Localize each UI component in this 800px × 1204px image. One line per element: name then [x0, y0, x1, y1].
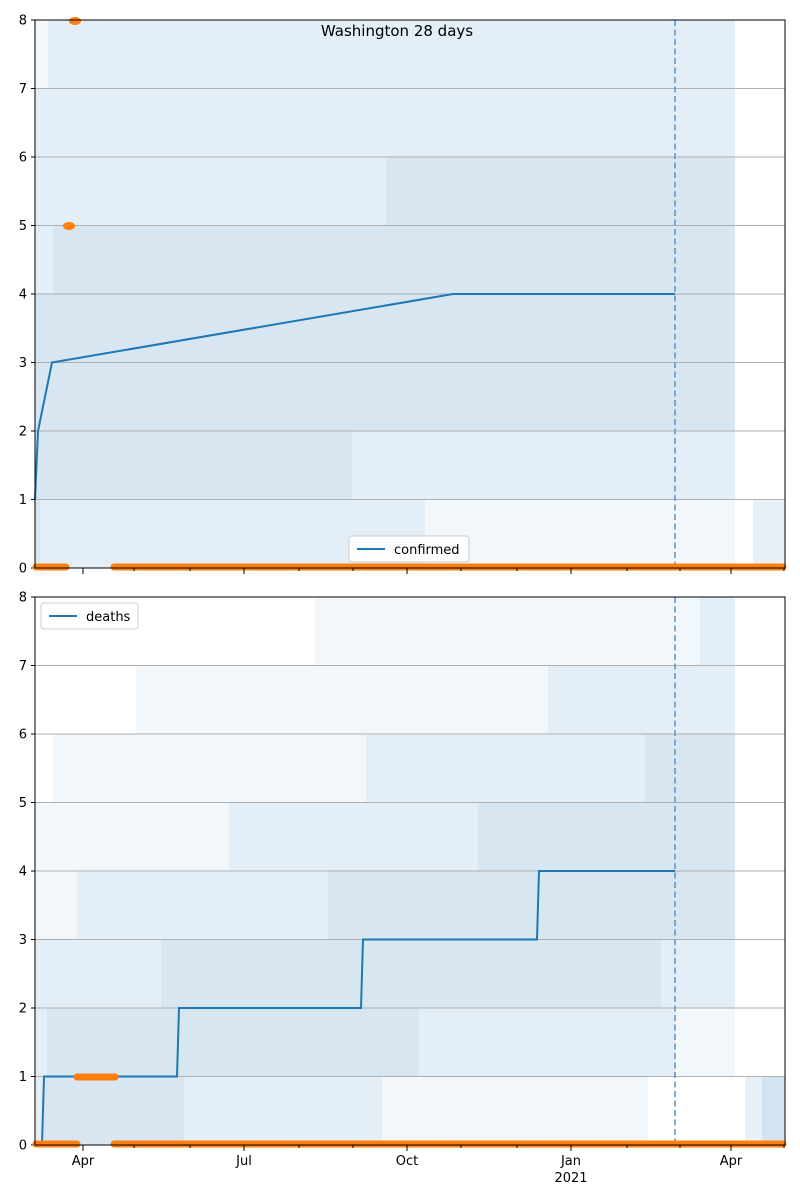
- x-tick-label: Oct: [396, 1154, 418, 1169]
- uncertainty-band: [35, 363, 735, 431]
- uncertainty-band: [35, 500, 40, 568]
- uncertainty-band: [184, 1077, 382, 1145]
- y-tick-label: 1: [19, 493, 27, 508]
- y-tick-label: 5: [19, 219, 27, 234]
- uncertainty-band: [370, 157, 386, 226]
- uncertainty-band: [229, 803, 478, 871]
- uncertainty-band: [77, 871, 328, 940]
- y-tick-label: 6: [19, 728, 27, 743]
- orange-marker: [63, 222, 75, 230]
- axes-frame: [34, 19, 786, 569]
- uncertainty-band: [645, 734, 735, 803]
- uncertainty-band: [75, 20, 735, 89]
- uncertainty-band: [35, 940, 161, 1008]
- uncertainty-band: [35, 1008, 47, 1077]
- uncertainty-band: [35, 89, 41, 157]
- uncertainty-band: [386, 157, 735, 226]
- x-tick-year-label: 2021: [554, 1171, 587, 1186]
- y-tick-label: 6: [19, 151, 27, 166]
- series-line-confirmed: [34, 293, 675, 500]
- x-tick-label: Jan: [560, 1154, 581, 1169]
- y-tick-label: 1: [19, 1070, 27, 1085]
- uncertainty-band: [35, 803, 229, 871]
- y-tick-label: 4: [19, 865, 27, 880]
- uncertainty-band: [419, 1008, 676, 1077]
- y-tick-label: 7: [19, 82, 27, 97]
- uncertainty-band: [53, 734, 366, 803]
- uncertainty-band: [352, 431, 735, 500]
- uncertainty-band: [35, 1077, 44, 1145]
- uncertainty-band: [35, 431, 40, 500]
- uncertainty-band: [328, 871, 735, 940]
- uncertainty-band: [161, 940, 392, 1008]
- uncertainty-band: [700, 597, 735, 666]
- y-tick-label: 8: [19, 591, 27, 606]
- uncertainty-band: [762, 1077, 785, 1145]
- legend: deaths: [40, 602, 139, 630]
- uncertainty-band: [48, 20, 75, 89]
- chart-panel-2: 0 1 2 3 4 5 6 7 8 Apr Jul Oct Jan Apr 2021 deaths: [19, 591, 787, 1186]
- uncertainty-band: [40, 157, 370, 226]
- x-tick-label: Apr: [720, 1154, 743, 1169]
- legend-label: deaths: [86, 610, 131, 625]
- chart-title: Washington 28 days: [321, 22, 473, 40]
- axes-frame: [34, 596, 786, 1146]
- uncertainty-band: [315, 597, 700, 666]
- uncertainty-band: [35, 871, 77, 940]
- uncertainty-band: [35, 157, 40, 226]
- uncertainty-band: [35, 294, 40, 363]
- legend: confirmed: [348, 535, 470, 563]
- legend-box: [348, 535, 470, 563]
- y-tick-label: 0: [19, 562, 27, 577]
- y-tick-label: 4: [19, 288, 27, 303]
- chart-panel-1: 0 1 2 3 4 5 6 7 8 Washington 28 days confirmed: [19, 14, 787, 577]
- y-tick-label: 3: [19, 933, 27, 948]
- y-tick-label: 0: [19, 1139, 27, 1154]
- uncertainty-band: [41, 89, 47, 157]
- legend-box: [40, 602, 139, 630]
- uncertainty-band: [366, 734, 645, 803]
- uncertainty-band: [382, 1077, 648, 1145]
- y-tick-label: 7: [19, 659, 27, 674]
- orange-marker: [69, 17, 81, 25]
- y-tick-label: 5: [19, 796, 27, 811]
- legend-label: confirmed: [394, 543, 460, 558]
- uncertainty-band: [745, 1077, 762, 1145]
- y-tick-label: 2: [19, 425, 27, 440]
- uncertainty-band: [40, 226, 53, 294]
- uncertainty-band: [53, 226, 735, 294]
- uncertainty-band: [392, 940, 661, 1008]
- uncertainty-band: [676, 1008, 735, 1077]
- uncertainty-band: [35, 226, 40, 294]
- uncertainty-band: [425, 500, 735, 568]
- x-tick-label: Jul: [235, 1154, 252, 1169]
- x-tick-label: Apr: [72, 1154, 95, 1169]
- uncertainty-band: [40, 431, 352, 500]
- uncertainty-band: [35, 20, 48, 89]
- uncertainty-band: [478, 803, 735, 871]
- uncertainty-band: [661, 940, 735, 1008]
- uncertainty-band: [47, 1008, 419, 1077]
- uncertainty-band: [47, 89, 735, 157]
- y-tick-label: 2: [19, 1002, 27, 1017]
- uncertainty-band: [44, 1077, 184, 1145]
- y-tick-label: 8: [19, 14, 27, 29]
- series-line-deaths: [35, 870, 675, 1146]
- y-tick-label: 3: [19, 356, 27, 371]
- uncertainty-band: [548, 666, 735, 734]
- uncertainty-band: [753, 500, 785, 568]
- uncertainty-band: [136, 666, 548, 734]
